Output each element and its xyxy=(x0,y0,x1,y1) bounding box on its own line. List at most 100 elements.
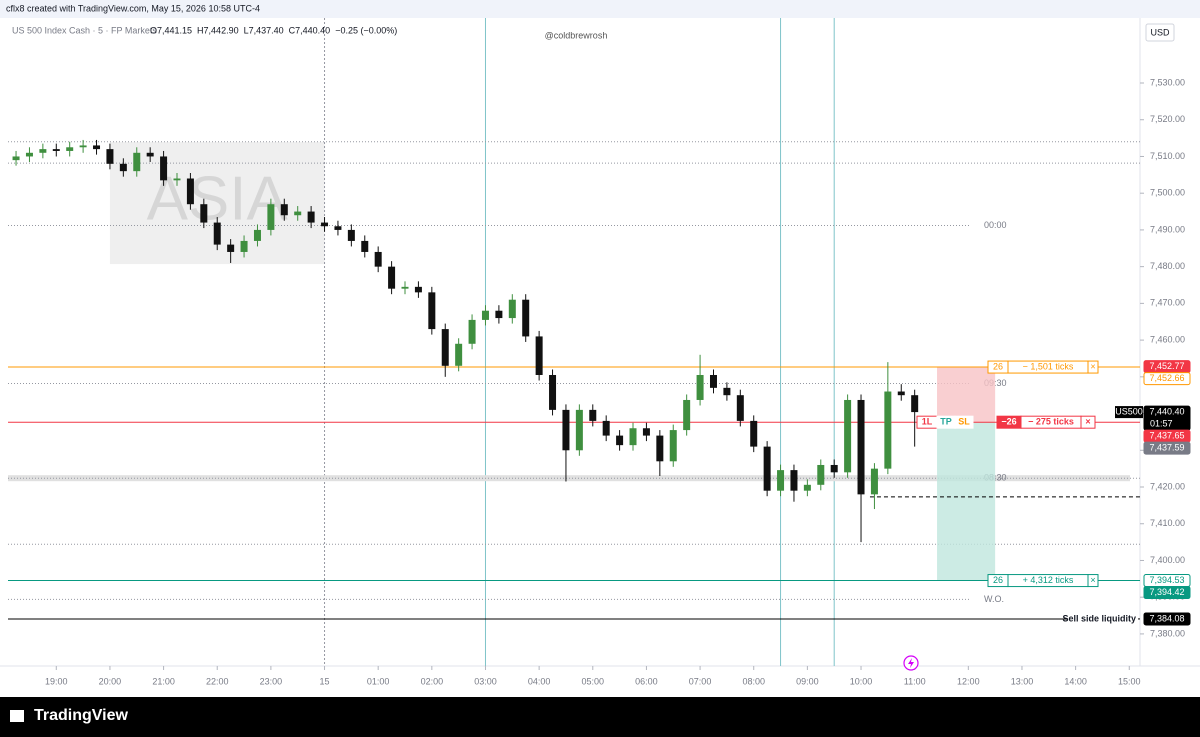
candle-body xyxy=(549,374,557,410)
candle-body xyxy=(803,484,811,491)
candle-body xyxy=(106,149,114,164)
price-tag-label: 7,437.59 xyxy=(1149,442,1184,452)
candle-body xyxy=(777,470,785,491)
price-tag xyxy=(1143,586,1191,600)
x-tick-label: 08:00 xyxy=(742,676,765,686)
candle-body xyxy=(12,156,20,161)
brand: TradingView xyxy=(34,707,129,724)
ohlc-value: O7,441.15 xyxy=(150,25,192,35)
candle-body xyxy=(428,292,436,330)
candle-body xyxy=(307,211,315,223)
candle-body xyxy=(669,430,677,462)
price-tag-label: 7,452.66 xyxy=(1149,373,1184,383)
candle-body xyxy=(616,435,624,446)
candle-body xyxy=(321,222,329,227)
x-tick-label: 05:00 xyxy=(582,676,605,686)
currency[interactable]: USD xyxy=(1150,27,1170,37)
candle-body xyxy=(884,391,892,469)
candle-body xyxy=(374,251,382,267)
level-text: 00:00 xyxy=(984,220,1007,230)
position-label: SL xyxy=(958,417,970,427)
price-tag xyxy=(1143,441,1191,455)
candle-body xyxy=(133,152,141,172)
x-tick-label: 19:00 xyxy=(45,676,68,686)
candle-body xyxy=(495,310,503,319)
price-tag xyxy=(1143,612,1191,626)
position-label-box xyxy=(1080,415,1096,429)
x-tick-label: 12:00 xyxy=(957,676,980,686)
candle-body xyxy=(629,428,637,446)
candle-body xyxy=(763,446,771,491)
position-label-box xyxy=(1087,360,1099,374)
price-tag-label: 7,394.53 xyxy=(1149,575,1184,585)
candle-body xyxy=(750,420,758,447)
candle-body xyxy=(830,464,838,473)
x-tick-label: 23:00 xyxy=(260,676,283,686)
symbol-tag xyxy=(1115,406,1143,419)
candle-body xyxy=(280,204,288,216)
candle-body xyxy=(522,299,530,337)
candle-body xyxy=(39,149,47,153)
candle-body xyxy=(79,145,87,148)
candle-body xyxy=(844,399,852,473)
y-tick-label: 7,510.00 xyxy=(1150,151,1185,161)
level-text: W.O. xyxy=(984,594,1004,604)
x-tick-label: 15 xyxy=(320,676,330,686)
candle-body xyxy=(870,468,878,495)
position-label-box xyxy=(954,415,974,429)
candle-body xyxy=(575,409,583,451)
level-text: 08:30 xyxy=(984,473,1007,483)
event-bolt xyxy=(908,658,914,668)
y-tick-label: 7,400.00 xyxy=(1150,555,1185,565)
candle-body xyxy=(227,244,235,252)
ohlc-value: C7,440.40 xyxy=(289,25,331,35)
candle-body xyxy=(334,226,342,230)
x-tick-label: 03:00 xyxy=(474,676,497,686)
candle-body xyxy=(602,420,610,436)
position-label: − 1,501 ticks xyxy=(1023,361,1074,371)
y-tick-label: 7,480.00 xyxy=(1150,261,1185,271)
x-tick-label: 20:00 xyxy=(99,676,122,686)
price-tag-label: 7,440.40 xyxy=(1149,406,1184,416)
y-tick-label: 7,530.00 xyxy=(1150,77,1185,87)
candle-body xyxy=(455,343,463,366)
candle-body xyxy=(200,204,208,223)
ohlc-value: H7,442.90 xyxy=(197,25,239,35)
candle-body xyxy=(160,156,168,181)
x-tick-label: 09:00 xyxy=(796,676,819,686)
candle-body xyxy=(186,178,194,205)
position-label: 1L xyxy=(922,417,933,427)
candle-body xyxy=(146,152,154,157)
x-tick-label: 22:00 xyxy=(206,676,229,686)
position-label-box xyxy=(1087,574,1099,588)
y-tick-label: 7,470.00 xyxy=(1150,298,1185,308)
x-tick-label: 13:00 xyxy=(1011,676,1034,686)
candle-body xyxy=(401,286,409,289)
position-label: + 4,312 ticks xyxy=(1023,575,1074,585)
y-tick-label: 7,500.00 xyxy=(1150,188,1185,198)
candle-body xyxy=(696,374,704,400)
candle-body xyxy=(723,387,731,396)
currency-button[interactable] xyxy=(1145,23,1175,42)
candle-body xyxy=(897,391,905,396)
x-tick-label: 07:00 xyxy=(689,676,712,686)
credit: cflx8 created with TradingView.com, May … xyxy=(6,3,260,13)
position-label: × xyxy=(1085,417,1090,427)
candle-body xyxy=(656,435,664,462)
x-tick-label: 21:00 xyxy=(152,676,175,686)
x-tick-label: 02:00 xyxy=(421,676,444,686)
candle-body xyxy=(93,145,101,150)
candle-body xyxy=(589,409,597,421)
position-label: × xyxy=(1090,575,1095,585)
x-tick-label: 15:00 xyxy=(1118,676,1141,686)
candle-body xyxy=(736,395,744,421)
price-tag-label: 7,384.08 xyxy=(1149,613,1184,623)
candle-body xyxy=(642,428,650,436)
candle-body xyxy=(267,204,275,230)
candle-body xyxy=(709,374,717,388)
candle-body xyxy=(240,240,248,252)
price-tag-countdown: 01:57 xyxy=(1150,418,1173,428)
symbol-tag-label: US500 xyxy=(1115,406,1143,416)
price-tag-label: 7,452.77 xyxy=(1149,361,1184,371)
